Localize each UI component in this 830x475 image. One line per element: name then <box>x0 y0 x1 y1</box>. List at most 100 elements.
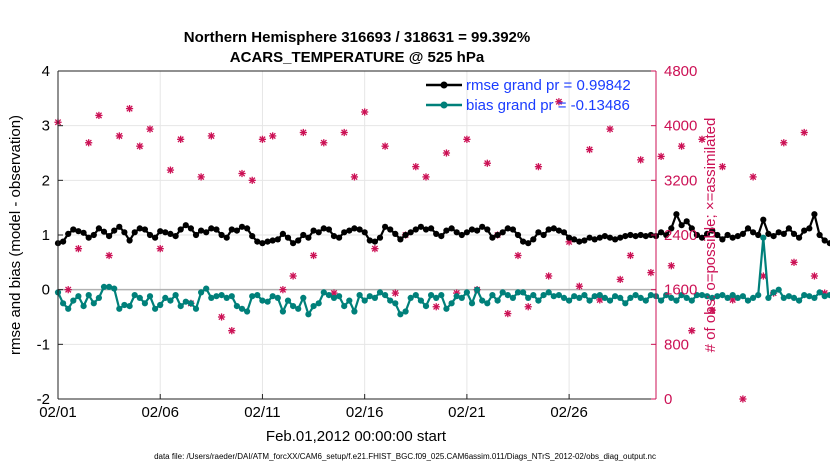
bias-point <box>269 293 276 300</box>
bias-point <box>371 294 378 301</box>
rmse-point <box>366 237 373 244</box>
obs-count-marker <box>463 135 471 143</box>
rmse-point <box>106 233 113 240</box>
obs-count-stroke <box>208 132 215 140</box>
obs-count-marker <box>238 169 246 178</box>
obs-count-stroke <box>780 139 787 146</box>
bias-point <box>116 305 123 312</box>
bias-point <box>106 283 113 290</box>
rmse-point <box>489 234 496 241</box>
obs-count-marker <box>545 272 553 280</box>
bias-point <box>85 292 92 299</box>
rmse-point <box>320 225 327 232</box>
bias-point <box>376 289 384 296</box>
obs-count-stroke <box>668 262 675 269</box>
bias-point <box>146 293 154 300</box>
rmse-point <box>310 227 317 234</box>
obs-count-marker <box>156 245 164 253</box>
bias-point <box>693 292 701 299</box>
rmse-point <box>693 231 701 239</box>
rmse-point <box>213 226 220 233</box>
bias-point <box>821 293 828 300</box>
obs-count-marker <box>74 245 83 253</box>
obs-count-stroke <box>586 146 593 153</box>
rmse-point <box>458 231 465 239</box>
obs-count-stroke <box>719 163 726 170</box>
obs-count-stroke <box>688 327 695 334</box>
obs-count-stroke <box>146 125 154 133</box>
bias-point <box>320 289 327 296</box>
bias-point <box>637 294 644 301</box>
obs-count-marker <box>177 135 185 143</box>
rmse-point <box>433 230 440 237</box>
y2-tick-label: 1600 <box>664 282 697 299</box>
rmse-point <box>95 225 102 232</box>
bias-point <box>305 311 312 318</box>
bias-point <box>438 292 445 299</box>
rmse-point <box>422 226 430 233</box>
bias-point <box>683 294 690 301</box>
y-axis-label: rmse and bias (model - observation) <box>7 115 24 355</box>
rmse-point <box>586 234 593 241</box>
rmse-point <box>244 225 251 232</box>
rmse-point <box>566 234 573 241</box>
obs-count-marker <box>299 128 307 137</box>
rmse-point <box>658 229 665 236</box>
bias-point <box>586 297 593 304</box>
obs-count-stroke <box>371 245 379 252</box>
bias-point <box>75 293 82 300</box>
rmse-point <box>724 231 731 239</box>
rmse-point <box>463 229 470 236</box>
rmse-point <box>729 234 736 241</box>
bias-point <box>310 303 317 310</box>
rmse-point <box>361 229 368 236</box>
bias-point <box>218 292 225 299</box>
y2-tick-label: 3200 <box>664 172 697 189</box>
bias-point <box>632 292 639 299</box>
bias-point <box>361 297 368 304</box>
obs-count-stroke <box>504 310 511 317</box>
bias-point <box>704 293 711 300</box>
rmse-point <box>550 225 557 232</box>
bias-point <box>223 294 230 301</box>
bias-point <box>198 289 205 296</box>
x-axis-label: Feb.01,2012 00:00:00 start <box>266 428 447 445</box>
obs-count-stroke <box>177 136 184 143</box>
obs-count-stroke <box>105 252 113 259</box>
bias-point <box>290 303 297 310</box>
rmse-point <box>376 234 384 241</box>
bias-point <box>90 300 97 307</box>
obs-count-stroke <box>647 269 655 276</box>
y-tick-label: 2 <box>42 172 50 189</box>
bias-point <box>402 308 409 315</box>
bias-point <box>571 293 578 300</box>
obs-count-stroke <box>627 252 634 259</box>
obs-count-marker <box>320 139 328 147</box>
obs-count-stroke <box>801 129 808 136</box>
obs-count-marker <box>442 149 451 157</box>
obs-count-stroke <box>330 289 338 297</box>
bias-point <box>673 297 680 304</box>
chart-title-line-2: ACARS_TEMPERATURE @ 525 hPa <box>230 49 485 66</box>
bias-point <box>688 297 695 304</box>
obs-count-marker <box>125 104 134 113</box>
bias-point <box>274 294 281 301</box>
rmse-point <box>187 225 194 232</box>
rmse-point <box>336 234 343 241</box>
rmse-point <box>172 233 179 240</box>
bias-point <box>458 294 465 301</box>
bias-point <box>612 293 619 300</box>
rmse-point <box>80 229 87 236</box>
obs-count-stroke <box>136 143 143 150</box>
rmse-point <box>290 240 297 247</box>
bias-point <box>192 305 200 312</box>
bias-point <box>663 292 670 299</box>
rmse-point <box>775 229 782 236</box>
rmse-point <box>182 222 189 229</box>
obs-count-marker <box>647 268 655 277</box>
bias-point <box>494 297 501 304</box>
bias-point <box>131 292 138 299</box>
bias-point <box>300 294 307 301</box>
rmse-point <box>428 225 435 232</box>
bias-point <box>796 297 803 304</box>
